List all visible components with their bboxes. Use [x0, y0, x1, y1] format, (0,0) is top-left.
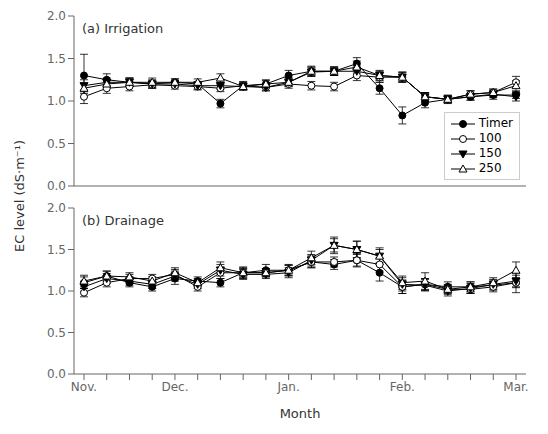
html-text:100: 100 — [478, 131, 502, 145]
svg-text:0.5: 0.5 — [47, 137, 66, 151]
html-text:(b) Drainage: (b) Drainage — [82, 213, 164, 228]
svg-text:1.0: 1.0 — [47, 284, 66, 298]
svg-text:0.0: 0.0 — [47, 179, 66, 193]
svg-text:1.5: 1.5 — [47, 52, 66, 66]
svg-text:1.5: 1.5 — [47, 243, 66, 257]
svg-text:Month: Month — [280, 406, 321, 421]
svg-text:Mar.: Mar. — [503, 380, 528, 394]
svg-text:1.0: 1.0 — [47, 94, 66, 108]
svg-text:Feb.: Feb. — [390, 380, 415, 394]
svg-text:Dec.: Dec. — [161, 380, 188, 394]
html-text:150: 150 — [478, 146, 502, 160]
svg-text:2.0: 2.0 — [47, 201, 66, 215]
html-text:Timer: Timer — [478, 116, 513, 130]
svg-text:0.0: 0.0 — [47, 367, 66, 381]
svg-text:Jan.: Jan. — [276, 380, 299, 394]
svg-text:0.5: 0.5 — [47, 326, 66, 340]
svg-text:2.0: 2.0 — [47, 9, 66, 23]
html-text:(a) Irrigation: (a) Irrigation — [82, 21, 164, 36]
html-text:EC level (dS·m⁻¹): EC level (dS·m⁻¹) — [11, 140, 27, 252]
html-text:250: 250 — [478, 161, 502, 175]
svg-text:Nov.: Nov. — [71, 380, 97, 394]
